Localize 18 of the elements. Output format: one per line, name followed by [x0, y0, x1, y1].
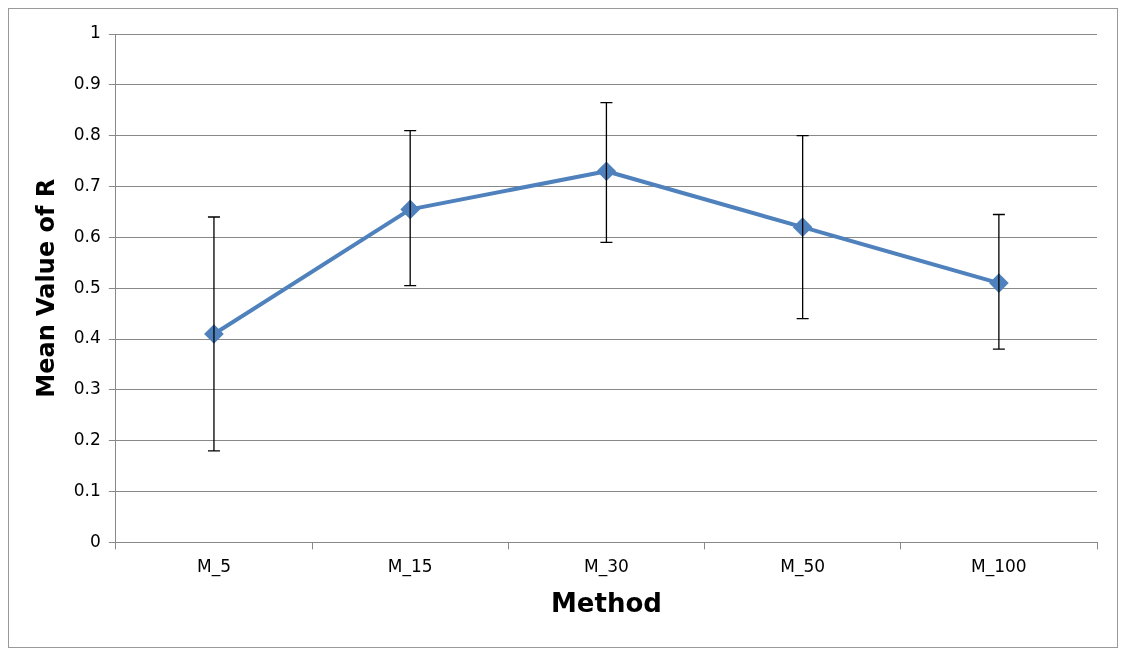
y-tick-label: 0.2 — [73, 429, 101, 450]
y-tick-label: 0.5 — [73, 276, 101, 297]
y-tick-label: 0.4 — [73, 327, 101, 348]
y-tick-label: 0.8 — [73, 124, 101, 145]
y-tick-label: 1 — [90, 22, 101, 43]
x-tick-label: M_30 — [584, 556, 629, 578]
y-tick-label: 0.6 — [73, 225, 101, 246]
x-tick-label: M_5 — [196, 556, 231, 578]
x-tick-label: M_50 — [780, 556, 826, 578]
x-axis-title: Method — [550, 588, 662, 619]
y-axis-title: Mean Value of R — [31, 178, 60, 398]
y-tick-label: 0 — [90, 530, 101, 551]
y-tick-label: 0.3 — [73, 378, 101, 399]
x-tick-label: M_15 — [387, 556, 433, 578]
y-tick-label: 0.1 — [73, 479, 101, 500]
y-tick-label: 0.9 — [73, 73, 101, 94]
y-tick-label: 0.7 — [73, 174, 101, 195]
x-tick-label: M_100 — [971, 556, 1027, 578]
